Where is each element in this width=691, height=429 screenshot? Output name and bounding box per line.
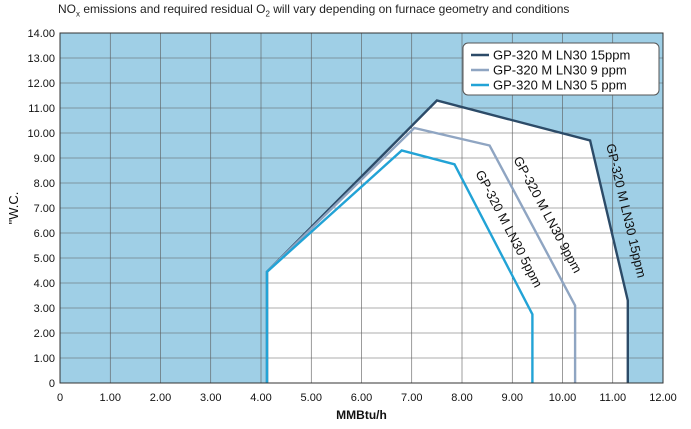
note-part-2: emissions and required residual O <box>80 2 266 16</box>
y-tick-label: 10.00 <box>27 128 55 140</box>
y-axis-title: "W.C. <box>6 192 21 225</box>
legend-box <box>462 42 660 96</box>
note-part-3: will vary depending on furnace geometry … <box>269 2 570 16</box>
x-tick-label: 5.00 <box>301 392 322 404</box>
y-tick-label: 6.00 <box>34 228 55 240</box>
y-tick-label: 9.00 <box>34 153 55 165</box>
y-tick-label: 5.00 <box>34 253 55 265</box>
x-tick-label: 12.00 <box>649 392 677 404</box>
y-tick-label: 4.00 <box>34 278 55 290</box>
legend-label-1: GP-320 M LN30 15ppm <box>493 48 630 63</box>
operating-region-layer <box>267 100 628 383</box>
series-line-3 <box>265 149 534 383</box>
plot-frame <box>59 32 664 384</box>
series-lines-layer <box>265 99 629 383</box>
x-tick-label: 11.00 <box>599 392 626 404</box>
y-tick-label: 7.00 <box>34 203 55 215</box>
y-tick-label: 13.00 <box>27 53 55 65</box>
x-tick-label: 7.00 <box>401 392 422 404</box>
operating-region <box>267 100 628 383</box>
legend-label-2: GP-320 M LN30 9 ppm <box>493 63 627 78</box>
x-tick-label: 2.00 <box>150 392 171 404</box>
y-tick-label: 11.00 <box>28 103 55 115</box>
x-tick-label: 6.00 <box>351 392 372 404</box>
note-subscript-2: 2 <box>265 9 270 19</box>
legend-label-3: GP-320 M LN30 5 ppm <box>493 78 627 93</box>
y-tick-label: 0 <box>49 378 55 390</box>
x-tick-label: 8.00 <box>451 392 472 404</box>
x-tick-label: 0 <box>57 392 63 404</box>
emissions-note: NOx emissions and required residual O2 w… <box>58 2 569 18</box>
note-subscript-x: x <box>76 9 80 19</box>
y-tick-label: 2.00 <box>34 328 55 340</box>
x-tick-label: 4.00 <box>250 392 271 404</box>
y-tick-label: 1.00 <box>34 353 55 365</box>
y-tick-label: 12.00 <box>27 78 55 90</box>
y-tick-label: 14.00 <box>27 28 55 40</box>
x-tick-label: 1.00 <box>100 392 121 404</box>
x-axis-title: MMBtu/h <box>336 408 387 422</box>
y-tick-label: 8.00 <box>34 178 55 190</box>
x-tick-label: 9.00 <box>502 392 523 404</box>
x-tick-label: 10.00 <box>549 392 577 404</box>
axes-layer: 0 1.00 2.00 3.00 4.00 5.00 6.00 7.00 8.00 9.00 10.… <box>6 28 677 422</box>
note-part-1: NO <box>58 2 76 16</box>
y-tick-label: 3.00 <box>34 303 55 315</box>
x-tick-label: 3.00 <box>200 392 221 404</box>
